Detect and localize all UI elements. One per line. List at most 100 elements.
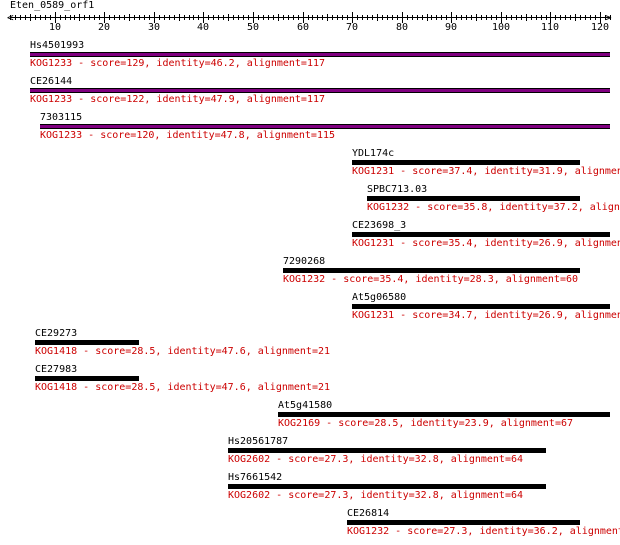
ruler-minor-tick <box>317 15 318 20</box>
ruler-minor-tick <box>466 15 467 20</box>
ruler-minor-tick <box>149 15 150 20</box>
ruler-tick-label: 120 <box>590 22 610 33</box>
ruler-minor-tick <box>109 15 110 20</box>
hit-name-label: 7303115 <box>40 112 83 123</box>
hit-alignment-bar <box>352 304 610 309</box>
ruler-minor-tick <box>412 15 413 20</box>
hit-info-link[interactable]: KOG1232 - score=35.4, identity=28.3, ali… <box>283 274 579 285</box>
hit-name-label: CE27983 <box>35 364 78 375</box>
ruler-minor-tick <box>248 15 249 20</box>
ruler-minor-tick <box>536 15 537 20</box>
hit-alignment-bar <box>228 448 546 453</box>
ruler-minor-tick <box>35 15 36 20</box>
hit-alignment-bar <box>367 196 580 201</box>
ruler-minor-tick <box>456 15 457 20</box>
ruler-major-tick <box>253 12 254 23</box>
hit-name-label: CE26144 <box>30 76 73 87</box>
ruler-tick-label: 90 <box>444 22 458 33</box>
ruler-minor-tick <box>595 15 596 20</box>
ruler-minor-tick <box>94 15 95 20</box>
ruler-minor-tick <box>139 15 140 20</box>
hit-alignment-bar <box>347 520 580 525</box>
hit-alignment-bar <box>283 268 580 273</box>
ruler-minor-tick <box>273 15 274 20</box>
ruler-minor-tick <box>407 15 408 20</box>
ruler-minor-tick <box>392 15 393 20</box>
ruler-minor-tick <box>89 15 90 20</box>
hit-info-link[interactable]: KOG2169 - score=28.5, identity=23.9, ali… <box>278 418 574 429</box>
hit-alignment-bar <box>352 160 580 165</box>
ruler-minor-tick <box>15 15 16 20</box>
ruler-minor-tick <box>367 15 368 20</box>
ruler-minor-tick <box>590 15 591 20</box>
ruler-minor-tick <box>436 15 437 20</box>
hit-name-label: 7290268 <box>283 256 326 267</box>
ruler-minor-tick <box>20 15 21 20</box>
ruler-minor-tick <box>99 15 100 20</box>
ruler-major-tick <box>203 12 204 23</box>
hit-info-link[interactable]: KOG1233 - score=129, identity=46.2, alig… <box>30 58 326 69</box>
ruler-minor-tick <box>397 15 398 20</box>
hit-info-link[interactable]: KOG1232 - score=35.8, identity=37.2, ali… <box>367 202 620 213</box>
hit-alignment-bar <box>30 52 610 57</box>
ruler-minor-tick <box>193 15 194 20</box>
ruler-major-tick <box>501 12 502 23</box>
hit-info-link[interactable]: KOG1231 - score=35.4, identity=26.9, ali… <box>352 238 620 249</box>
ruler-minor-tick <box>129 14 130 21</box>
ruler-minor-tick <box>560 15 561 20</box>
ruler-minor-tick <box>461 15 462 20</box>
hit-info-link[interactable]: KOG2602 - score=27.3, identity=32.8, ali… <box>228 454 524 465</box>
ruler-minor-tick <box>372 15 373 20</box>
ruler-minor-tick <box>84 15 85 20</box>
ruler-minor-tick <box>70 15 71 20</box>
hit-info-link[interactable]: KOG1233 - score=120, identity=47.8, alig… <box>40 130 336 141</box>
ruler-minor-tick <box>387 15 388 20</box>
ruler-minor-tick <box>546 15 547 20</box>
hit-alignment-bar <box>352 232 610 237</box>
ruler-tick-label: 60 <box>296 22 310 33</box>
ruler-minor-tick <box>40 15 41 20</box>
ruler-minor-tick <box>521 15 522 20</box>
hit-name-label: CE26814 <box>347 508 390 519</box>
ruler-minor-tick <box>25 15 26 20</box>
ruler-minor-tick <box>382 15 383 20</box>
hit-info-link[interactable]: KOG1418 - score=28.5, identity=47.6, ali… <box>35 346 331 357</box>
ruler-tick-label: 30 <box>147 22 161 33</box>
hit-info-link[interactable]: KOG1231 - score=37.4, identity=31.9, ali… <box>352 166 620 177</box>
hit-alignment-bar <box>30 88 610 93</box>
hit-name-label: CE29273 <box>35 328 78 339</box>
ruler-axis-line <box>10 17 610 18</box>
ruler-minor-tick <box>189 15 190 20</box>
ruler-minor-tick <box>50 15 51 20</box>
hit-info-link[interactable]: KOG1418 - score=28.5, identity=47.6, ali… <box>35 382 331 393</box>
ruler-minor-tick <box>144 15 145 20</box>
ruler-minor-tick <box>332 15 333 20</box>
ruler-minor-tick <box>511 15 512 20</box>
hit-info-link[interactable]: KOG1232 - score=27.3, identity=36.2, ali… <box>347 526 620 537</box>
ruler-minor-tick <box>476 14 477 21</box>
ruler-minor-tick <box>218 15 219 20</box>
ruler-right-arrow-icon: > <box>605 11 612 24</box>
hit-name-label: CE23698_3 <box>352 220 407 231</box>
hit-info-link[interactable]: KOG1233 - score=122, identity=47.9, alig… <box>30 94 326 105</box>
ruler-minor-tick <box>357 15 358 20</box>
ruler-minor-tick <box>541 15 542 20</box>
ruler-tick-label: 100 <box>491 22 511 33</box>
ruler-minor-tick <box>486 15 487 20</box>
hit-info-link[interactable]: KOG2602 - score=27.3, identity=32.8, ali… <box>228 490 524 501</box>
ruler-major-tick <box>451 12 452 23</box>
hit-info-link[interactable]: KOG1231 - score=34.7, identity=26.9, ali… <box>352 310 620 321</box>
ruler-minor-tick <box>30 14 31 21</box>
ruler-minor-tick <box>174 15 175 20</box>
ruler-tick-label: 80 <box>395 22 409 33</box>
ruler-minor-tick <box>427 14 428 21</box>
ruler-minor-tick <box>263 15 264 20</box>
ruler-minor-tick <box>441 15 442 20</box>
ruler-minor-tick <box>169 15 170 20</box>
query-title: Eten_0589_orf1 <box>10 0 95 11</box>
ruler-minor-tick <box>223 15 224 20</box>
ruler-minor-tick <box>278 14 279 21</box>
hit-alignment-bar <box>40 124 610 129</box>
ruler-minor-tick <box>233 15 234 20</box>
